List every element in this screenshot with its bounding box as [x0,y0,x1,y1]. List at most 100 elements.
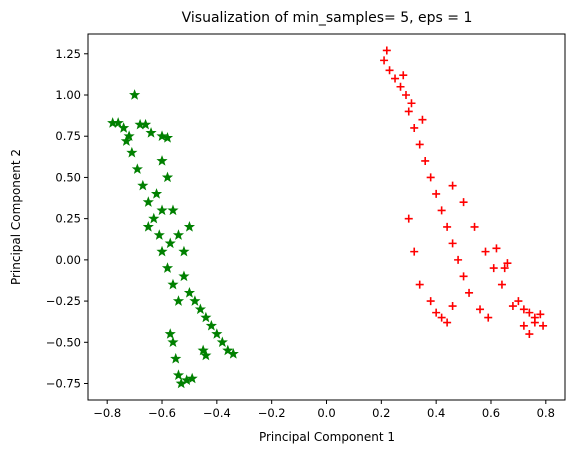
star-point [178,245,190,257]
plus-point [432,189,441,198]
plus-point [508,302,517,311]
star-point [126,146,138,158]
plus-point [525,330,534,339]
y-tick-label: 0.25 [55,212,81,226]
plus-point [410,247,419,256]
plus-point [454,255,463,264]
star-point [183,221,196,232]
star-point [161,262,174,273]
plus-point [530,318,539,327]
star-point [216,336,228,348]
plus-point [476,305,485,314]
plus-point [525,308,534,317]
star-point [172,295,185,306]
y-tick-label: 0.50 [55,170,81,184]
x-tick-label: 0.6 [482,406,500,420]
plus-point [443,318,452,327]
plus-point [484,313,493,322]
star-point [137,179,149,191]
star-point [172,369,185,381]
plus-point [465,288,474,297]
plus-point [410,123,419,132]
star-point [131,163,143,174]
y-tick-label: 0.00 [55,253,81,267]
plus-point [426,173,435,182]
star-point [123,130,135,141]
plus-point [382,46,391,55]
star-point [142,196,154,207]
plus-point [432,308,441,317]
star-point [170,352,182,364]
x-tick-label: 0.4 [427,406,445,420]
plus-point [459,198,468,207]
y-tick-label: −0.50 [46,335,81,349]
star-point [167,204,179,216]
plus-point [459,272,468,281]
plus-point [503,259,512,268]
plus-point [418,115,427,124]
x-axis-label: Principal Component 1 [259,430,395,444]
star-point [183,286,196,298]
star-point [167,278,179,290]
star-point [153,229,165,240]
plus-point [421,156,430,165]
plus-point [448,239,457,248]
plot-points [107,46,548,389]
x-tick-label: −0.8 [93,406,121,420]
y-axis-label: Principal Component 2 [9,149,23,285]
plus-point [385,66,394,75]
y-tick-label: −0.25 [46,294,81,308]
x-tick-label: −0.4 [203,406,231,420]
star-point [120,135,132,146]
plus-point [437,206,446,215]
plus-point [402,91,410,99]
plus-point [536,310,545,319]
x-tick-label: −0.2 [258,406,286,420]
plus-point [415,280,424,289]
star-point [118,122,130,133]
star-point [156,155,168,166]
plus-point [443,222,452,231]
plus-point [497,280,506,289]
star-point [189,295,201,306]
plot-frame [87,33,566,401]
plus-point [519,321,528,330]
plus-point [437,313,446,322]
star-point [200,349,212,361]
plus-point [391,74,400,83]
plus-point [396,82,405,91]
star-point [150,188,163,199]
x-tick-label: 0.0 [317,406,335,420]
plus-point [448,302,457,311]
plus-point [415,140,424,149]
plus-point [404,107,413,116]
y-tick-label: 1.00 [55,88,81,102]
star-point [205,319,217,331]
star-point [222,344,234,356]
plus-point [514,297,523,306]
star-point [145,127,157,138]
plus-point [489,264,498,273]
plus-point [492,244,501,253]
plus-point [407,99,416,108]
star-point [161,171,174,183]
star-point [178,270,190,282]
plus-point [481,247,490,256]
x-tick-label: 0.8 [537,406,555,420]
plus-point [448,181,457,190]
plus-point [539,321,548,330]
y-tick-label: 1.25 [55,47,81,61]
x-tick-label: −0.6 [148,406,176,420]
star-point [164,237,176,249]
star-point [142,221,154,232]
y-axis: −0.75 −0.50 −0.25 0.00 0.25 0.50 0.75 1.00 1.25 [46,47,88,391]
x-axis: −0.8 −0.6 −0.4 −0.2 0.0 0.2 0.4 0.6 0.8 [93,400,555,420]
star-point [156,130,168,141]
plus-point [426,297,435,306]
star-point [139,118,152,130]
chart-title: Visualization of min_samples= 5, eps = 1 [182,10,473,26]
star-point [211,328,223,339]
plus-point [519,305,528,314]
star-point [129,89,141,100]
